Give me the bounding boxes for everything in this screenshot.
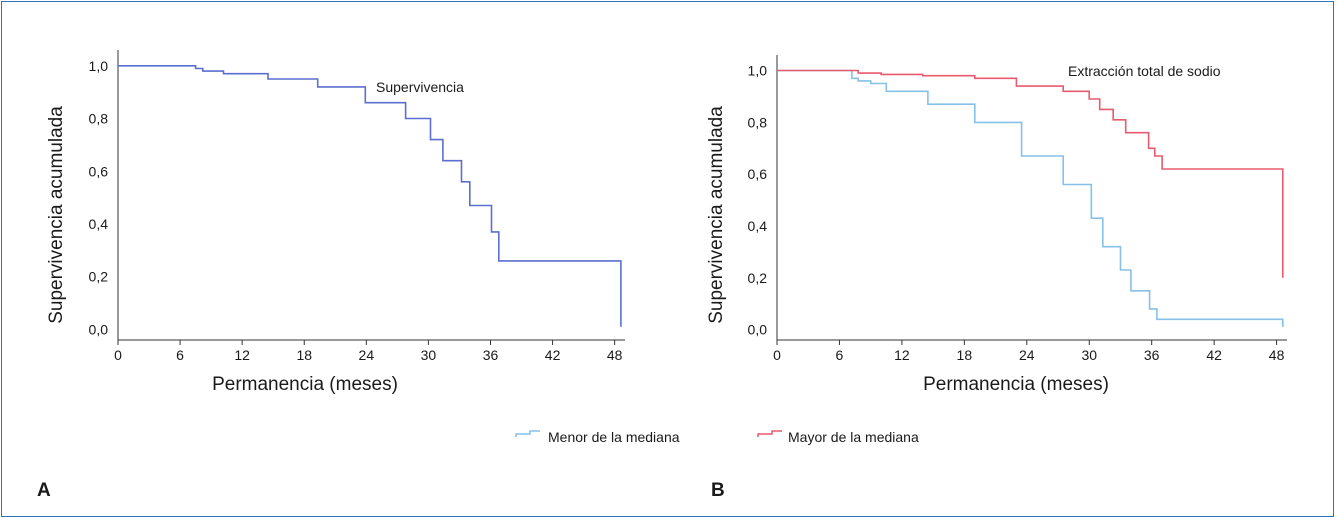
chart-b-series-menor-line (777, 69, 1284, 327)
chart-a-ytick-label: 0,2 (89, 269, 109, 285)
chart-b-ytick-label: 0,4 (748, 218, 768, 234)
chart-b-ytick-label: 1,0 (748, 63, 768, 79)
chart-b-ylabel: Supervivencia acumulada (706, 106, 727, 324)
chart-a-xtick-label: 6 (176, 347, 184, 363)
chart-b-xlabel: Permanencia (meses) (923, 374, 1109, 395)
legend: Menor de la mediana Mayor de la mediana (515, 429, 919, 445)
legend-menor-swatch (515, 430, 540, 437)
chart-a-ytick-label: 0,6 (89, 163, 109, 179)
chart-a-xtick-label: 42 (545, 347, 561, 363)
chart-a-ylabel: Supervivencia acumulada (46, 106, 67, 324)
chart-b-series-mayor-line (777, 69, 1284, 278)
chart-b-xtick-label: 0 (773, 347, 781, 363)
chart-a-xtick-label: 0 (114, 347, 122, 363)
chart-a-annotation: Supervivencia (376, 79, 464, 95)
chart-a-xtick-label: 12 (234, 347, 250, 363)
chart-a-ytick-label: 1,0 (89, 58, 109, 74)
chart-b-axes (776, 55, 1287, 341)
chart-a-xtick-label: 48 (607, 347, 623, 363)
chart-b-xtick-label: 30 (1081, 347, 1097, 363)
chart-a-xlabel: Permanencia (meses) (212, 374, 398, 395)
legend-mayor-label: Mayor de la mediana (788, 429, 919, 445)
chart-b: 0,0 0,2 0,4 0,6 0,8 1,0 0 6 12 18 24 30 36 42 48 Extr… (706, 55, 1287, 501)
chart-b-xtick-label: 42 (1206, 347, 1222, 363)
chart-a-axes (117, 50, 625, 341)
chart-b-ytick-label: 0,0 (748, 322, 768, 338)
chart-b-xtick-label: 6 (836, 347, 844, 363)
chart-b-ytick-label: 0,8 (748, 114, 768, 130)
chart-a: 0,0 0,2 0,4 0,6 0,8 1,0 0 6 12 18 24 30 36 42 48 Supe… (37, 50, 625, 501)
chart-b-xtick-label: 18 (957, 347, 973, 363)
chart-a-xtick-label: 24 (359, 347, 375, 363)
chart-a-ytick-label: 0,8 (89, 111, 109, 127)
chart-a-ytick-label: 0,0 (89, 321, 109, 337)
chart-b-xtick-label: 24 (1019, 347, 1035, 363)
panel-letter-b: B (711, 480, 725, 501)
chart-b-xtick-label: 12 (894, 347, 910, 363)
chart-b-ytick-label: 0,6 (748, 166, 768, 182)
chart-a-xtick-label: 36 (483, 347, 499, 363)
chart-b-ytick-label: 0,2 (748, 270, 768, 286)
chart-b-xtick-label: 36 (1144, 347, 1160, 363)
chart-a-ytick-label: 0,4 (89, 216, 109, 232)
chart-a-series-supervivencia-line (118, 65, 622, 327)
chart-b-xtick-label: 48 (1269, 347, 1285, 363)
chart-a-xtick-label: 18 (296, 347, 312, 363)
chart-b-annotation: Extracción total de sodio (1068, 63, 1221, 79)
panel-letter-a: A (37, 480, 51, 501)
legend-mayor-swatch (757, 430, 782, 437)
legend-menor-label: Menor de la mediana (548, 429, 680, 445)
chart-a-xtick-label: 30 (421, 347, 437, 363)
